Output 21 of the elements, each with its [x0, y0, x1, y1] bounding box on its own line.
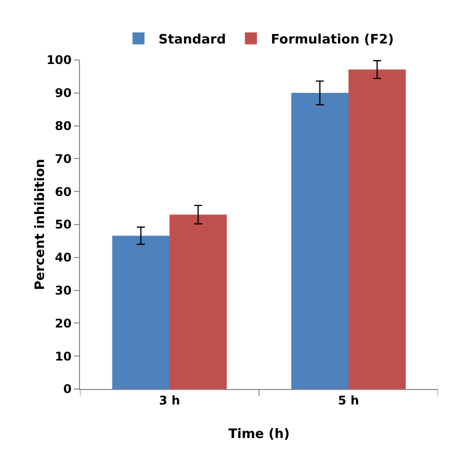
y-axis-title: Percent inhibition [33, 158, 48, 290]
y-tick-label: 80 [54, 119, 72, 133]
y-tick-label: 0 [63, 382, 72, 396]
bar [170, 214, 227, 389]
legend-label: Standard [158, 32, 226, 48]
y-tick-label: 10 [54, 349, 72, 364]
x-tick-label: 3 h [158, 393, 180, 408]
y-tick-label: 30 [54, 284, 72, 298]
bar [291, 92, 348, 389]
x-axis-title: Time (h) [228, 427, 290, 442]
x-tick-label: 5 h [338, 393, 360, 408]
bar [112, 236, 170, 389]
y-tick-label: 70 [54, 152, 72, 166]
y-tick-label: 20 [54, 316, 72, 330]
y-tick-label: 40 [54, 250, 72, 265]
y-tick-label: 100 [46, 53, 72, 68]
y-tick-label: 90 [54, 86, 72, 100]
y-tick-label: 60 [54, 184, 72, 199]
y-tick-label: 50 [54, 218, 72, 232]
legend-label: Formulation (F2) [270, 32, 394, 48]
bar [348, 70, 406, 389]
